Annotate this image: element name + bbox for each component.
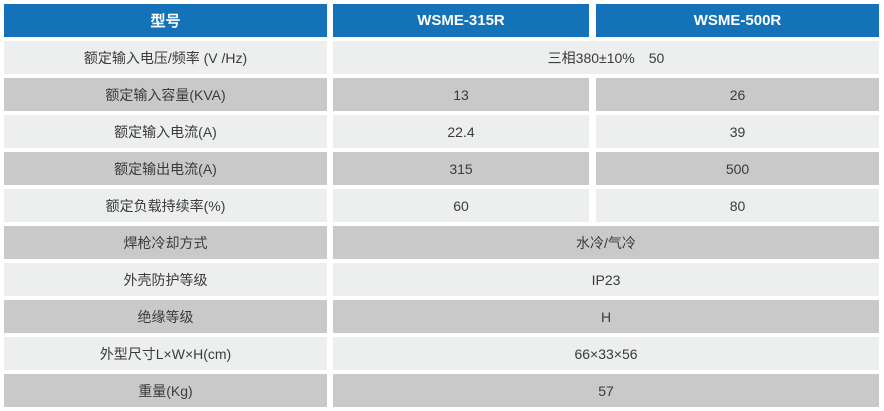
row-label: 外型尺寸L×W×H(cm)	[4, 337, 327, 370]
table-row-protection-class: 外壳防护等级 IP23	[4, 263, 879, 296]
row-label: 绝缘等级	[4, 300, 327, 333]
row-value-315r: 13	[333, 78, 589, 111]
row-value-315r: 315	[333, 152, 589, 185]
row-value-span: 57	[333, 374, 879, 407]
row-value-span: IP23	[333, 263, 879, 296]
row-value-span: H	[333, 300, 879, 333]
row-label: 额定输出电流(A)	[4, 152, 327, 185]
table-row-weight: 重量(Kg) 57	[4, 374, 879, 407]
row-label: 重量(Kg)	[4, 374, 327, 407]
row-value-315r: 22.4	[333, 115, 589, 148]
row-value-span: 三相380±10% 50	[333, 41, 879, 74]
table-row-insulation-class: 绝缘等级 H	[4, 300, 879, 333]
row-label: 焊枪冷却方式	[4, 226, 327, 259]
table-row-input-current: 额定输入电流(A) 22.4 39	[4, 115, 879, 148]
row-value-500r: 39	[596, 115, 879, 148]
row-value-500r: 500	[596, 152, 879, 185]
table-row-output-current: 额定输出电流(A) 315 500	[4, 152, 879, 185]
row-value-span: 66×33×56	[333, 337, 879, 370]
table-row-input-capacity: 额定输入容量(KVA) 13 26	[4, 78, 879, 111]
row-label: 额定输入容量(KVA)	[4, 78, 327, 111]
row-value-315r: 60	[333, 189, 589, 222]
row-value-500r: 80	[596, 189, 879, 222]
header-cell-wsme-500r: WSME-500R	[596, 4, 879, 37]
row-label: 额定输入电流(A)	[4, 115, 327, 148]
row-label: 额定输入电压/频率 (V /Hz)	[4, 41, 327, 74]
row-value-span: 水冷/气冷	[333, 226, 879, 259]
row-label: 外壳防护等级	[4, 263, 327, 296]
table-header-row: 型号 WSME-315R WSME-500R	[4, 4, 879, 37]
table-row-input-voltage: 额定输入电压/频率 (V /Hz) 三相380±10% 50	[4, 41, 879, 74]
table-row-cooling-method: 焊枪冷却方式 水冷/气冷	[4, 226, 879, 259]
header-cell-wsme-315r: WSME-315R	[333, 4, 589, 37]
header-cell-model: 型号	[4, 4, 327, 37]
row-label: 额定负载持续率(%)	[4, 189, 327, 222]
table-row-dimensions: 外型尺寸L×W×H(cm) 66×33×56	[4, 337, 879, 370]
row-value-500r: 26	[596, 78, 879, 111]
table-row-duty-cycle: 额定负载持续率(%) 60 80	[4, 189, 879, 222]
